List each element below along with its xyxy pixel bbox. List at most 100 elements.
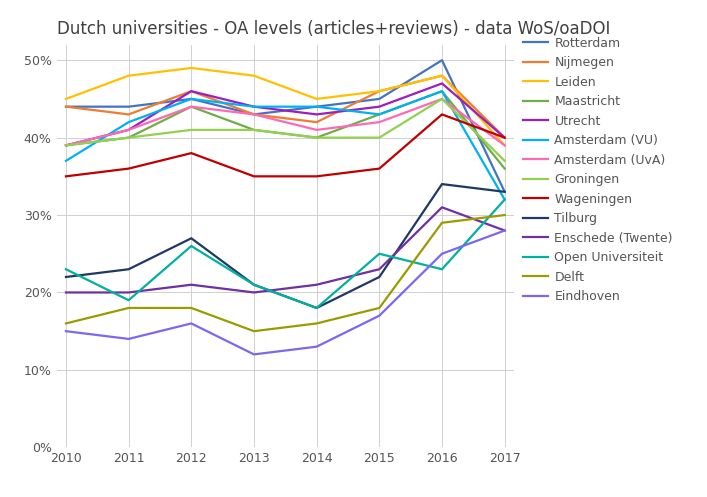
- Line: Eindhoven: Eindhoven: [66, 231, 505, 354]
- Delft: [124, 305, 133, 311]
- Nijmegen: [501, 135, 509, 141]
- Open Universiteit: [124, 297, 133, 303]
- Amsterdam (UvA): [501, 142, 509, 148]
- Maastricht: [250, 127, 258, 133]
- Rotterdam: [375, 96, 384, 102]
- Rotterdam: [187, 96, 196, 102]
- Nijmegen: [438, 73, 446, 79]
- Amsterdam (UvA): [124, 127, 133, 133]
- Line: Nijmegen: Nijmegen: [66, 76, 505, 138]
- Groningen: [187, 127, 196, 133]
- Open Universiteit: [187, 243, 196, 249]
- Tilburg: [438, 181, 446, 187]
- Utrecht: [250, 104, 258, 110]
- Utrecht: [124, 127, 133, 133]
- Utrecht: [312, 111, 321, 117]
- Amsterdam (VU): [312, 104, 321, 110]
- Amsterdam (VU): [124, 119, 133, 125]
- Utrecht: [438, 81, 446, 86]
- Eindhoven: [250, 351, 258, 357]
- Rotterdam: [250, 111, 258, 117]
- Tilburg: [187, 235, 196, 241]
- Line: Utrecht: Utrecht: [66, 83, 505, 145]
- Maastricht: [375, 111, 384, 117]
- Nijmegen: [375, 88, 384, 94]
- Maastricht: [62, 142, 70, 148]
- Line: Amsterdam (UvA): Amsterdam (UvA): [66, 99, 505, 145]
- Eindhoven: [501, 228, 509, 234]
- Wageningen: [62, 173, 70, 179]
- Open Universiteit: [438, 266, 446, 272]
- Delft: [375, 305, 384, 311]
- Groningen: [438, 96, 446, 102]
- Eindhoven: [375, 313, 384, 319]
- Nijmegen: [312, 119, 321, 125]
- Groningen: [375, 135, 384, 141]
- Groningen: [501, 158, 509, 164]
- Leiden: [375, 88, 384, 94]
- Delft: [438, 220, 446, 226]
- Amsterdam (VU): [250, 104, 258, 110]
- Tilburg: [312, 305, 321, 311]
- Enschede (Twente): [187, 282, 196, 288]
- Wageningen: [187, 150, 196, 156]
- Tilburg: [250, 282, 258, 288]
- Maastricht: [124, 135, 133, 141]
- Rotterdam: [438, 57, 446, 63]
- Eindhoven: [124, 336, 133, 342]
- Delft: [187, 305, 196, 311]
- Legend: Rotterdam, Nijmegen, Leiden, Maastricht, Utrecht, Amsterdam (VU), Amsterdam (UvA: Rotterdam, Nijmegen, Leiden, Maastricht,…: [523, 37, 673, 303]
- Open Universiteit: [375, 251, 384, 257]
- Open Universiteit: [62, 266, 70, 272]
- Enschede (Twente): [438, 204, 446, 210]
- Line: Rotterdam: Rotterdam: [66, 60, 505, 192]
- Enschede (Twente): [312, 282, 321, 288]
- Delft: [501, 212, 509, 218]
- Enschede (Twente): [375, 266, 384, 272]
- Wageningen: [250, 173, 258, 179]
- Utrecht: [375, 104, 384, 110]
- Maastricht: [312, 135, 321, 141]
- Leiden: [187, 65, 196, 71]
- Amsterdam (UvA): [375, 119, 384, 125]
- Amsterdam (UvA): [250, 111, 258, 117]
- Open Universiteit: [501, 197, 509, 203]
- Eindhoven: [438, 251, 446, 257]
- Open Universiteit: [250, 282, 258, 288]
- Utrecht: [62, 142, 70, 148]
- Amsterdam (VU): [375, 111, 384, 117]
- Wageningen: [375, 166, 384, 171]
- Groningen: [312, 135, 321, 141]
- Line: Leiden: Leiden: [66, 68, 505, 145]
- Nijmegen: [124, 111, 133, 117]
- Line: Groningen: Groningen: [66, 99, 505, 161]
- Line: Open Universiteit: Open Universiteit: [66, 200, 505, 308]
- Eindhoven: [312, 344, 321, 350]
- Eindhoven: [62, 328, 70, 334]
- Groningen: [250, 127, 258, 133]
- Leiden: [62, 96, 70, 102]
- Line: Maastricht: Maastricht: [66, 91, 505, 168]
- Maastricht: [187, 104, 196, 110]
- Wageningen: [438, 111, 446, 117]
- Enschede (Twente): [62, 289, 70, 295]
- Eindhoven: [187, 321, 196, 327]
- Tilburg: [62, 274, 70, 280]
- Rotterdam: [124, 104, 133, 110]
- Leiden: [124, 73, 133, 79]
- Wageningen: [124, 166, 133, 171]
- Amsterdam (VU): [501, 197, 509, 203]
- Enschede (Twente): [250, 289, 258, 295]
- Tilburg: [124, 266, 133, 272]
- Utrecht: [187, 88, 196, 94]
- Utrecht: [501, 135, 509, 141]
- Amsterdam (UvA): [438, 96, 446, 102]
- Amsterdam (UvA): [62, 142, 70, 148]
- Groningen: [124, 135, 133, 141]
- Line: Delft: Delft: [66, 215, 505, 331]
- Rotterdam: [62, 104, 70, 110]
- Leiden: [501, 142, 509, 148]
- Delft: [62, 321, 70, 327]
- Leiden: [250, 73, 258, 79]
- Line: Enschede (Twente): Enschede (Twente): [66, 207, 505, 292]
